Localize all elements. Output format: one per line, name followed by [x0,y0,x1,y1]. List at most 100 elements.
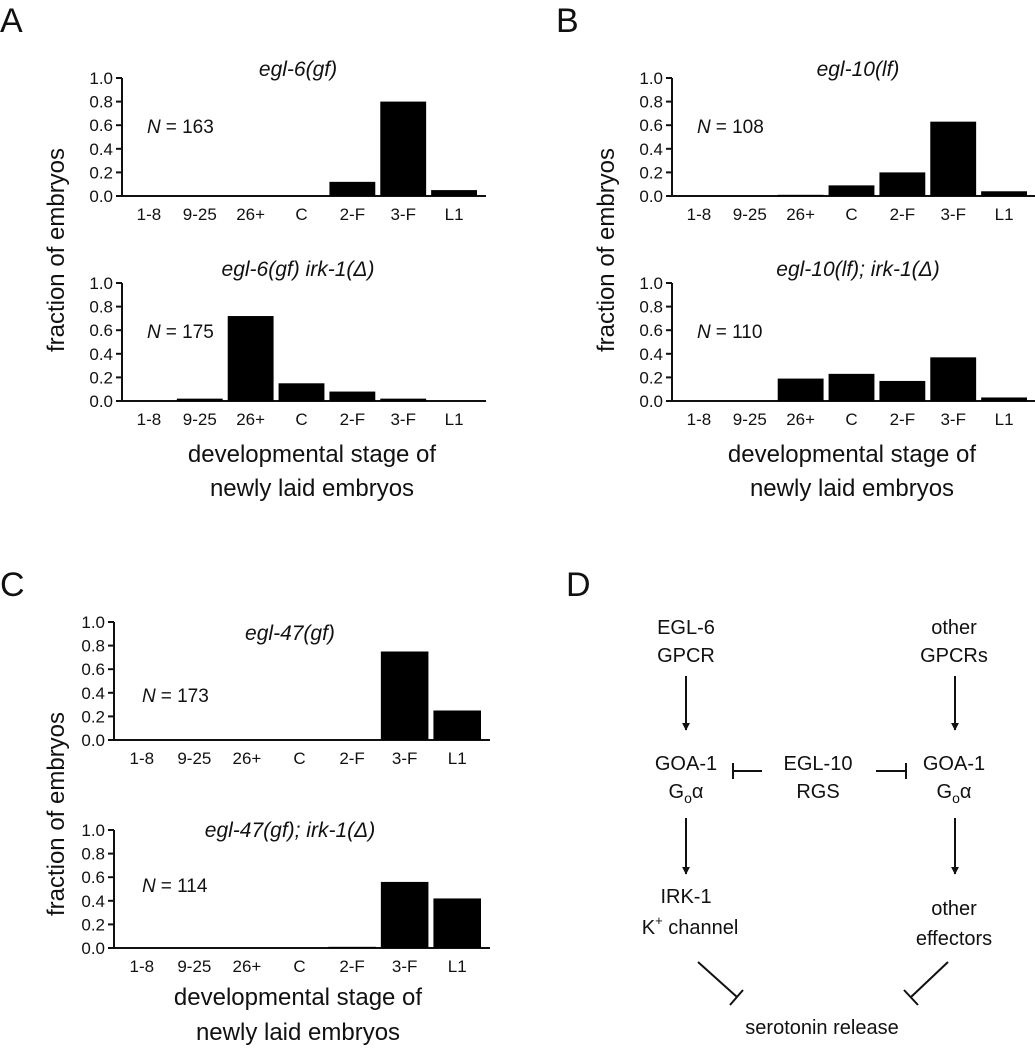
bar [380,881,429,948]
g-subscript: o [952,790,960,806]
panel-b: fraction of embryos egl-10(lf) N = 108 0.… [593,58,1035,502]
y-tick-label: 1.0 [639,274,663,293]
x-tick-label: C [293,749,305,768]
chart-egl-6-gf: egl-6(gf) N = 163 0.0 0.2 0.4 0.6 0.8 1.0 1-8 9-… [89,58,486,224]
sample-size-label: N = 163 [147,117,214,138]
x-tick-label: 1-8 [687,205,712,224]
y-tick-label: 0.0 [89,392,113,411]
g-subscript: o [684,790,692,806]
chart-egl-47-gf: egl-47(gf) N = 173 0.0 0.2 0.4 0.6 0.8 1.0 1-8 9… [81,613,490,768]
x-axis-label-line-1: developmental stage of [188,441,437,468]
chart-title: egl-47(gf); irk-1(Δ) [205,819,375,842]
y-tick-label: 0.6 [81,868,105,887]
y-tick-label: 0.4 [639,140,663,159]
sample-size-value: = 114 [161,876,208,897]
panel-a: fraction of embryos egl-6(gf) N = 163 0.0… [43,58,486,502]
x-tick-label: 3-F [392,957,418,976]
y-tick-label: 0.2 [81,915,105,934]
bar [433,898,481,948]
x-tick-label: L1 [445,410,464,429]
channel-word: channel [663,917,739,939]
x-tick-label: C [845,205,857,224]
y-tick-label: 0.4 [89,345,113,364]
bar [930,121,977,196]
panel-letter-b: B [556,2,579,40]
y-tick-label: 1.0 [639,69,663,88]
x-tick-label: 1-8 [137,205,162,224]
y-tick-label: 1.0 [89,274,113,293]
right-g-alpha-label: Goα [937,781,972,806]
x-tick-label: 3-F [940,205,966,224]
sample-size-symbol: N [147,322,161,343]
bar [329,391,376,401]
y-tick-label: 0.8 [89,298,113,317]
x-tick-label: 9-25 [183,205,217,224]
chart-title: egl-10(lf); irk-1(Δ) [776,258,939,281]
x-axis-label-line-1: developmental stage of [174,984,423,1011]
y-tick-label: 0.4 [81,892,105,911]
sample-size-value: = 110 [716,322,763,343]
x-axis-label-line-2: newly laid embryos [750,475,954,502]
bar [777,194,824,196]
y-tick-label: 0.2 [89,163,113,182]
bar [981,191,1027,196]
inhibition-bar-irk-1 [729,989,744,1006]
x-tick-label: 3-F [940,410,966,429]
sample-size-symbol: N [142,686,156,707]
irk-1-label: IRK-1 [660,886,711,908]
x-tick-label: 26+ [236,205,265,224]
g-letter: G [937,781,953,803]
right-goa-1-label: GOA-1 [923,753,985,775]
chart-egl-47-gf-irk-1: egl-47(gf); irk-1(Δ) N = 114 0.0 0.2 0.4 0.6… [81,819,490,976]
left-goa-1-label: GOA-1 [655,753,717,775]
bar [433,710,481,740]
chart-title: egl-6(gf) irk-1(Δ) [222,258,375,281]
x-tick-label: 1-8 [687,410,712,429]
y-tick-label: 0.0 [639,392,663,411]
x-tick-label: 9-25 [177,749,211,768]
sample-size-value: = 108 [716,117,764,138]
y-tick-label: 0.6 [639,116,663,135]
x-tick-label: L1 [448,957,467,976]
chart-egl-6-gf-irk-1: egl-6(gf) irk-1(Δ) N = 175 0.0 0.2 0.4 0.6 0.… [89,258,486,429]
bar [879,380,926,401]
y-tick-label: 0.6 [81,660,105,679]
x-tick-label: L1 [445,205,464,224]
x-tick-label: L1 [448,749,467,768]
y-tick-label: 0.4 [81,684,105,703]
alpha-symbol: α [960,781,972,803]
x-axis-label-line-1: developmental stage of [728,441,977,468]
other-receptors-line-1: other [931,617,977,639]
panel-letter-a: A [0,2,23,40]
panel-d-pathway-diagram: EGL-6 GPCR other GPCRs GOA-1 Goα GOA-1 G… [642,617,992,1039]
y-tick-label: 0.6 [639,321,663,340]
sample-size-label: N = 173 [142,686,209,707]
x-tick-label: 9-25 [177,957,211,976]
other-effectors-line-2: effectors [916,928,992,950]
x-tick-label: 9-25 [733,410,767,429]
x-axis-label-line-2: newly laid embryos [196,1019,400,1046]
x-tick-label: C [845,410,857,429]
bar [227,316,274,401]
y-tick-label: 0.0 [81,939,105,958]
sample-size-symbol: N [697,322,711,343]
x-tick-label: 3-F [390,205,416,224]
bar [380,101,427,196]
y-axis-label: fraction of embryos [593,148,620,352]
bar [278,383,325,401]
y-tick-label: 0.8 [81,845,105,864]
x-tick-label: 9-25 [733,205,767,224]
bar [828,373,875,401]
other-effectors-line-1: other [931,898,977,920]
x-tick-label: 26+ [786,205,815,224]
bar [176,398,223,401]
y-tick-label: 0.0 [89,187,113,206]
other-receptors-line-2: GPCRs [920,645,988,667]
bar [981,397,1027,401]
x-tick-label: 1-8 [137,410,162,429]
inhibition-line-irk-1 [697,961,738,998]
x-tick-label: C [293,957,305,976]
x-tick-label: 26+ [236,410,265,429]
y-tick-label: 0.6 [89,321,113,340]
bar [329,181,376,196]
